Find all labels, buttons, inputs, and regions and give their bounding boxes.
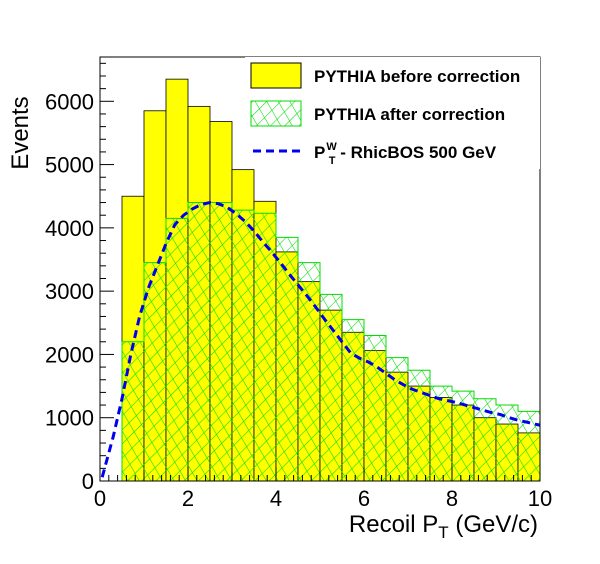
- bar-after-8: [298, 262, 320, 481]
- legend-label-before: PYTHIA before correction: [314, 67, 520, 86]
- x-tick-label: 6: [358, 486, 370, 511]
- bar-after-1: [144, 262, 166, 481]
- x-tick-label: 10: [528, 486, 552, 511]
- after-correction-outline: [121, 202, 540, 481]
- bar-after-3: [188, 202, 210, 481]
- bar-after-18: [518, 411, 540, 481]
- legend-swatch-after-hatch2: [251, 101, 301, 126]
- bar-after-7: [276, 237, 298, 481]
- y-tick-label: 0: [82, 469, 94, 494]
- legend-label-curve: PW T - RhicBOS 500 GeV: [314, 141, 497, 167]
- legend-swatch-before: [250, 62, 302, 89]
- x-axis-ticks: 0 2 4 6 8 10: [94, 467, 552, 511]
- bar-after-14: [430, 386, 452, 481]
- bar-after-6: [254, 213, 276, 481]
- legend: PYTHIA before correction PYTHIA after co…: [245, 57, 540, 169]
- x-tick-label: 0: [94, 486, 106, 511]
- bar-after-10: [342, 319, 364, 481]
- bar-after-5: [232, 210, 254, 481]
- bar-after-4: [210, 202, 232, 481]
- y-tick-label: 6000: [45, 89, 94, 114]
- x-tick-label: 4: [270, 486, 282, 511]
- bar-after-2: [166, 218, 188, 481]
- legend-label-after: PYTHIA after correction: [314, 105, 505, 124]
- x-axis-title: Recoil PT (GeV/c): [349, 511, 538, 542]
- y-tick-label: 3000: [45, 279, 94, 304]
- bar-after-0: [122, 341, 144, 481]
- x-tick-label: 8: [446, 486, 458, 511]
- y-tick-label: 5000: [45, 153, 94, 178]
- x-tick-label: 2: [182, 486, 194, 511]
- bar-after-9: [320, 294, 342, 481]
- y-tick-label: 1000: [45, 406, 94, 431]
- bar-after-15: [452, 391, 474, 481]
- rhicbos-curve-layer: [100, 201, 540, 478]
- bar-after-12: [386, 357, 408, 481]
- rhicbos-curve: [100, 201, 540, 478]
- y-axis-title: Events: [7, 96, 34, 169]
- bar-after-11: [364, 335, 386, 481]
- bar-after-13: [408, 370, 430, 481]
- after-correction-bars: [121, 202, 540, 481]
- y-tick-label: 4000: [45, 216, 94, 241]
- y-tick-label: 2000: [45, 342, 94, 367]
- bar-after-17: [496, 405, 518, 481]
- bar-after-16: [474, 398, 496, 481]
- y-axis-ticks: 0 1000 2000 3000 4000 5000 6000: [45, 62, 114, 494]
